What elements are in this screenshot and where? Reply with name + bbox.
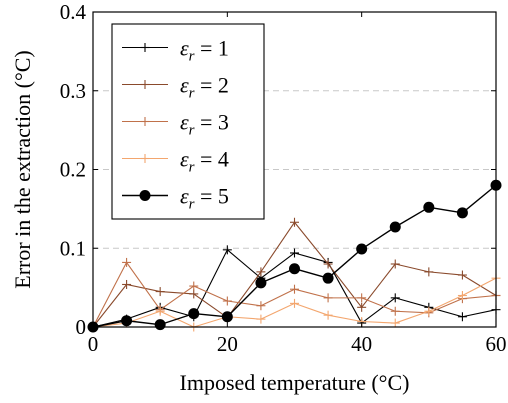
data-point	[323, 259, 333, 269]
data-point	[389, 221, 401, 233]
x-axis-title: Imposed temperature (°C)	[180, 370, 410, 395]
legend-label: εr = 5	[180, 184, 229, 213]
y-axis-title: Error in the extraction (°C)	[10, 50, 35, 289]
legend-swatch-marker	[139, 190, 151, 201]
data-point	[222, 296, 232, 306]
data-point	[390, 306, 400, 316]
legend-entry: εr = 2	[122, 73, 229, 102]
data-point	[390, 293, 400, 303]
x-tick-label: 0	[88, 332, 99, 356]
legend-swatch-marker	[140, 117, 150, 126]
legend-entry: εr = 1	[122, 36, 229, 65]
data-point	[323, 310, 333, 320]
y-tick-label: 0.2	[60, 158, 86, 182]
y-tick-label: 0.4	[60, 0, 87, 24]
data-point	[221, 311, 233, 323]
axis-ticks: 0 20 40 60 0 0.1 0.2 0.3 0.4	[60, 0, 507, 356]
legend-entry: εr = 3	[122, 110, 229, 139]
y-tick-label: 0.3	[60, 79, 86, 103]
data-point	[189, 289, 199, 299]
data-point	[290, 298, 299, 308]
data-point	[357, 302, 367, 312]
data-point	[457, 270, 467, 280]
x-tick-label: 20	[217, 332, 238, 356]
data-point	[155, 287, 165, 297]
data-point	[423, 201, 435, 213]
data-point	[155, 306, 165, 316]
series-5	[87, 179, 502, 333]
data-point	[424, 267, 434, 277]
data-point	[290, 248, 299, 258]
legend-entry: εr = 4	[122, 147, 229, 176]
data-point	[122, 279, 132, 289]
data-point	[256, 314, 266, 324]
data-point	[289, 263, 300, 275]
data-point	[189, 281, 199, 291]
legend: εr = 1 εr = 2 εr = 3 εr = 4 εr = 5	[111, 23, 265, 220]
data-point	[457, 291, 467, 300]
data-point	[222, 245, 232, 255]
x-tick-label: 60	[486, 332, 507, 356]
legend-label: εr = 1	[180, 36, 229, 65]
grid-lines	[93, 90, 496, 249]
legend-swatch-marker	[140, 154, 150, 163]
data-point	[122, 257, 132, 267]
legend-swatch-marker	[140, 80, 150, 89]
data-point	[290, 284, 299, 294]
legend-entry: εr = 5	[122, 184, 229, 213]
data-point	[323, 293, 333, 303]
series-line	[92, 221, 497, 328]
data-point	[121, 315, 133, 327]
y-tick-label: 0.1	[60, 236, 86, 260]
data-point	[154, 319, 166, 331]
data-point	[456, 207, 468, 219]
x-tick-label: 40	[351, 332, 372, 356]
data-point	[256, 301, 266, 311]
data-point	[390, 318, 400, 328]
data-point	[424, 306, 434, 316]
y-tick-label: 0	[76, 315, 87, 339]
data-point	[457, 312, 467, 322]
data-point	[357, 293, 367, 303]
data-point	[390, 259, 400, 269]
data-point	[356, 243, 368, 255]
legend-label: εr = 3	[180, 110, 229, 139]
legend-swatch-marker	[140, 43, 150, 52]
legend-label: εr = 2	[180, 73, 229, 102]
data-point	[322, 272, 334, 284]
data-point	[290, 217, 299, 227]
data-series	[87, 179, 502, 333]
legend-label: εr = 4	[180, 147, 229, 176]
data-point	[188, 308, 200, 320]
data-point	[256, 267, 266, 277]
data-point	[255, 277, 267, 289]
